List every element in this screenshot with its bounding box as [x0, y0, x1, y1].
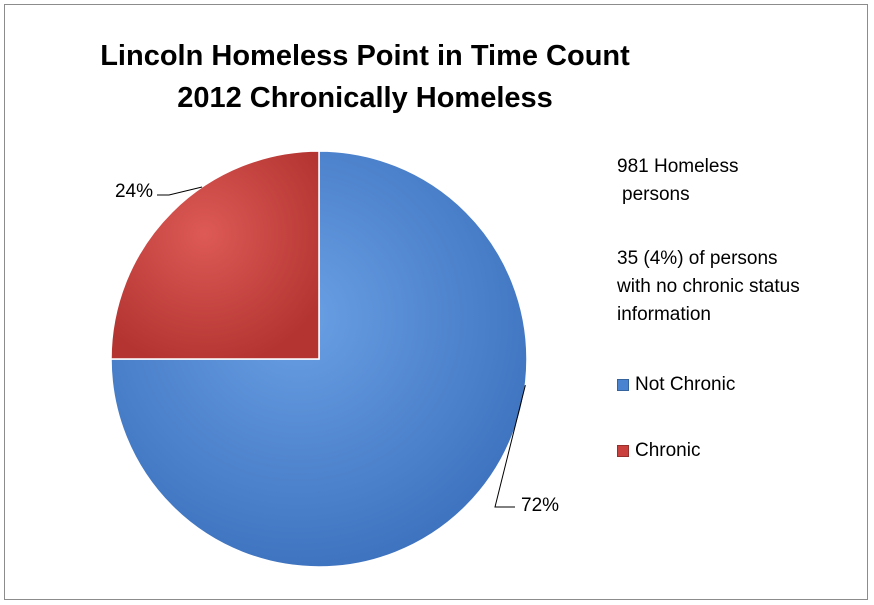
data-label-not-chronic: 72%: [521, 495, 559, 516]
data-label-chronic: 24%: [115, 181, 153, 202]
chart-title-line-1: Lincoln Homeless Point in Time Count: [100, 40, 630, 72]
note-line-2: persons: [622, 184, 690, 205]
note-line-1: 981 Homeless: [617, 156, 739, 177]
note-missing-info: 35 (4%) of persons with no chronic statu…: [617, 245, 800, 329]
leader-line-chronic: [157, 186, 203, 196]
legend-swatch-chronic: [617, 445, 629, 457]
chart-area: Lincoln Homeless Point in Time Count 201…: [4, 4, 868, 600]
note-line-4: with no chronic status: [617, 276, 800, 297]
legend-label-chronic: Chronic: [635, 440, 701, 461]
pie-chart: 72% 24%: [110, 150, 559, 568]
legend-swatch-not-chronic: [617, 379, 629, 391]
legend-item-chronic: Chronic: [617, 437, 700, 465]
chart-title-line-2: 2012 Chronically Homeless: [177, 82, 553, 114]
legend-label-not-chronic: Not Chronic: [635, 374, 736, 395]
leader-line-not-chronic: [494, 384, 526, 508]
pie-slice-chronic: [110, 150, 320, 360]
note-homeless-count: 981 Homeless persons: [617, 153, 738, 209]
chart-title: Lincoln Homeless Point in Time Count 201…: [5, 35, 725, 119]
note-line-5: information: [617, 304, 711, 325]
legend-item-not-chronic: Not Chronic: [617, 371, 735, 399]
pie-slice-not-chronic: [110, 150, 528, 568]
note-line-3: 35 (4%) of persons: [617, 248, 778, 269]
